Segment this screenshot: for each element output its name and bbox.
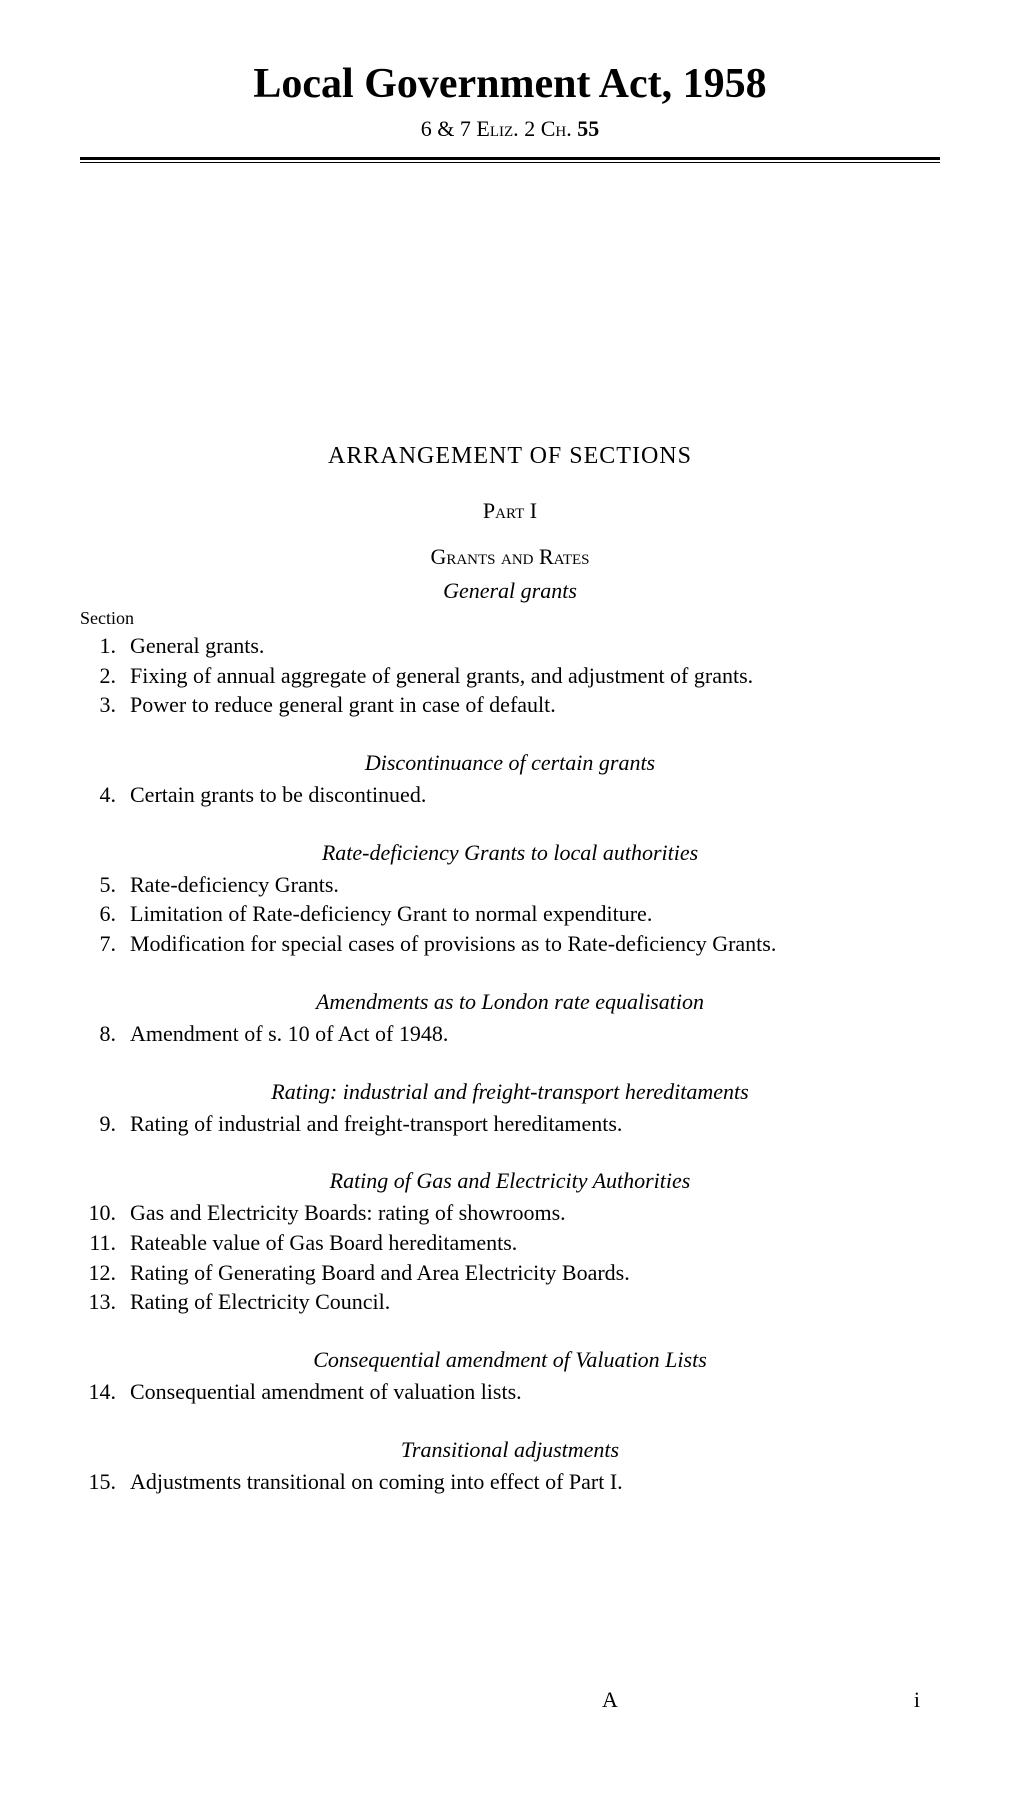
section-item: 11.Rateable value of Gas Board hereditam… <box>80 1228 940 1258</box>
document-header: Local Government Act, 1958 6 & 7 Eliz. 2… <box>80 60 940 142</box>
section-number: 9. <box>80 1109 130 1139</box>
header-divider <box>80 157 940 163</box>
section-item: 10.Gas and Electricity Boards: rating of… <box>80 1198 940 1228</box>
section-number: 4. <box>80 780 130 810</box>
subsection-heading: Transitional adjustments <box>80 1437 940 1463</box>
subtitle-eliz: Eliz. <box>476 116 518 141</box>
section-text: Adjustments transitional on coming into … <box>130 1467 940 1497</box>
section-item: 15.Adjustments transitional on coming in… <box>80 1467 940 1497</box>
section-item: 2.Fixing of annual aggregate of general … <box>80 661 940 691</box>
section-text: Fixing of annual aggregate of general gr… <box>130 661 940 691</box>
section-number: 10. <box>80 1198 130 1228</box>
section-number: 6. <box>80 899 130 929</box>
subsection-block: Transitional adjustments 15.Adjustments t… <box>80 1437 940 1497</box>
section-item: 6.Limitation of Rate-deficiency Grant to… <box>80 899 940 929</box>
section-number: 2. <box>80 661 130 691</box>
section-text: Consequential amendment of valuation lis… <box>130 1377 940 1407</box>
section-text: Modification for special cases of provis… <box>130 929 940 959</box>
section-list: 8.Amendment of s. 10 of Act of 1948. <box>80 1019 940 1049</box>
section-item: 7.Modification for special cases of prov… <box>80 929 940 959</box>
section-label: Section <box>80 608 940 629</box>
subtitle-mid: 2 <box>519 116 541 141</box>
section-number: 5. <box>80 870 130 900</box>
signature-mark: A <box>602 1687 618 1713</box>
section-text: Rateable value of Gas Board hereditament… <box>130 1228 940 1258</box>
subsection-block: General grants Section1.General grants.2.… <box>80 578 940 720</box>
subtitle-num: 55 <box>572 116 600 141</box>
section-text: Certain grants to be discontinued. <box>130 780 940 810</box>
section-list: 14.Consequential amendment of valuation … <box>80 1377 940 1407</box>
section-number: 12. <box>80 1258 130 1288</box>
section-item: 3.Power to reduce general grant in case … <box>80 690 940 720</box>
subsection-heading: Rating of Gas and Electricity Authoritie… <box>80 1168 940 1194</box>
subsection-heading: Amendments as to London rate equalisatio… <box>80 989 940 1015</box>
page-number: i <box>914 1687 920 1713</box>
subsection-block: Rating of Gas and Electricity Authoritie… <box>80 1168 940 1317</box>
subtitle-prefix: 6 & 7 <box>421 116 477 141</box>
section-text: Rating of Generating Board and Area Elec… <box>130 1258 940 1288</box>
subsection-block: Rate-deficiency Grants to local authorit… <box>80 840 940 959</box>
subtitle-ch: Ch. <box>541 116 572 141</box>
section-text: Rating of industrial and freight-transpo… <box>130 1109 940 1139</box>
section-item: 13.Rating of Electricity Council. <box>80 1287 940 1317</box>
section-item: 14.Consequential amendment of valuation … <box>80 1377 940 1407</box>
section-item: 1.General grants. <box>80 631 940 661</box>
section-number: 3. <box>80 690 130 720</box>
section-list: 9.Rating of industrial and freight-trans… <box>80 1109 940 1139</box>
subsection-heading: Consequential amendment of Valuation Lis… <box>80 1347 940 1373</box>
subsection-block: Discontinuance of certain grants 4.Certai… <box>80 750 940 810</box>
subsection-heading: Rating: industrial and freight-transport… <box>80 1079 940 1105</box>
section-item: 5.Rate-deficiency Grants. <box>80 870 940 900</box>
section-text: Rating of Electricity Council. <box>130 1287 940 1317</box>
section-text: General grants. <box>130 631 940 661</box>
section-text: Limitation of Rate-deficiency Grant to n… <box>130 899 940 929</box>
section-item: 12.Rating of Generating Board and Area E… <box>80 1258 940 1288</box>
document-title: Local Government Act, 1958 <box>80 60 940 108</box>
document-subtitle: 6 & 7 Eliz. 2 Ch. 55 <box>80 116 940 142</box>
subsection-block: Consequential amendment of Valuation Lis… <box>80 1347 940 1407</box>
section-item: 9.Rating of industrial and freight-trans… <box>80 1109 940 1139</box>
section-text: Rate-deficiency Grants. <box>130 870 940 900</box>
section-list: 5.Rate-deficiency Grants.6.Limitation of… <box>80 870 940 959</box>
section-item: 8.Amendment of s. 10 of Act of 1948. <box>80 1019 940 1049</box>
section-number: 7. <box>80 929 130 959</box>
section-heading: Grants and Rates <box>80 544 940 570</box>
subsection-heading: Discontinuance of certain grants <box>80 750 940 776</box>
section-number: 14. <box>80 1377 130 1407</box>
section-number: 11. <box>80 1228 130 1258</box>
sections-container: General grants Section1.General grants.2.… <box>80 578 940 1496</box>
section-text: Gas and Electricity Boards: rating of sh… <box>130 1198 940 1228</box>
subsection-block: Rating: industrial and freight-transport… <box>80 1079 940 1139</box>
arrangement-heading: ARRANGEMENT OF SECTIONS <box>80 443 940 470</box>
section-number: 8. <box>80 1019 130 1049</box>
section-number: 15. <box>80 1467 130 1497</box>
section-number: 13. <box>80 1287 130 1317</box>
subsection-block: Amendments as to London rate equalisatio… <box>80 989 940 1049</box>
section-text: Amendment of s. 10 of Act of 1948. <box>130 1019 940 1049</box>
section-list: 1.General grants.2.Fixing of annual aggr… <box>80 631 940 720</box>
part-heading: Part I <box>80 498 940 524</box>
section-item: 4.Certain grants to be discontinued. <box>80 780 940 810</box>
section-number: 1. <box>80 631 130 661</box>
section-list: 10.Gas and Electricity Boards: rating of… <box>80 1198 940 1317</box>
section-list: 15.Adjustments transitional on coming in… <box>80 1467 940 1497</box>
section-text: Power to reduce general grant in case of… <box>130 690 940 720</box>
subsection-heading: General grants <box>80 578 940 604</box>
subsection-heading: Rate-deficiency Grants to local authorit… <box>80 840 940 866</box>
section-list: 4.Certain grants to be discontinued. <box>80 780 940 810</box>
